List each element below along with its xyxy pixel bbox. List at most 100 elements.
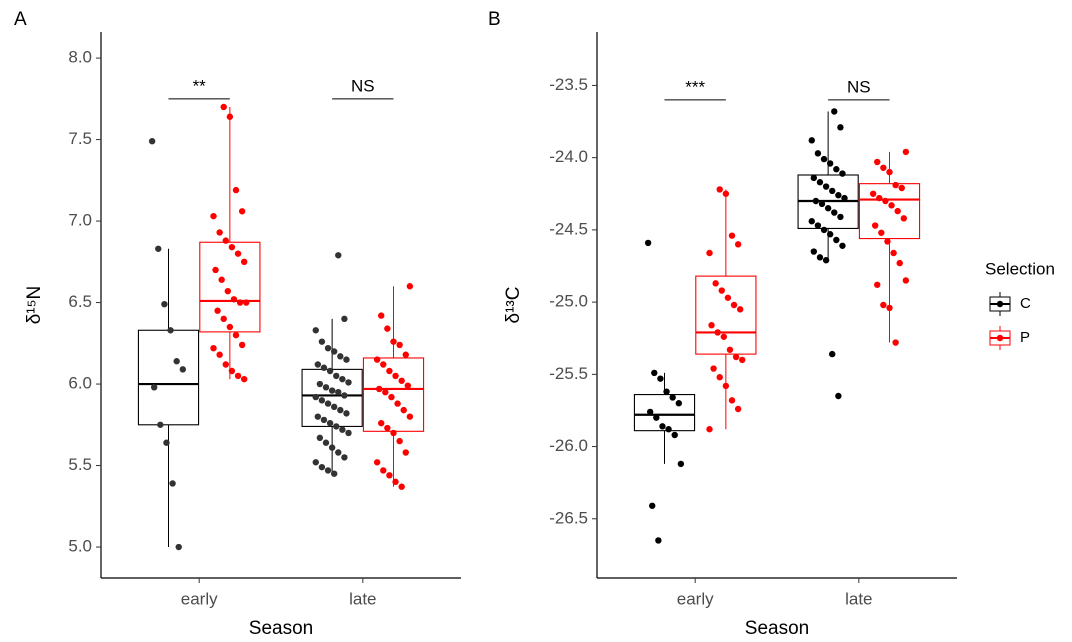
point — [659, 423, 666, 430]
point — [841, 194, 848, 202]
point — [671, 431, 678, 439]
significance-label: NS — [351, 76, 375, 95]
panel-tag: A — [14, 9, 27, 30]
point — [378, 419, 385, 427]
point — [384, 325, 391, 332]
point — [318, 338, 326, 345]
point — [663, 388, 670, 395]
point — [216, 351, 223, 358]
point — [312, 393, 319, 401]
point — [316, 434, 324, 442]
point — [657, 375, 664, 382]
point — [148, 138, 156, 145]
point — [339, 375, 346, 383]
point — [826, 231, 834, 238]
point — [884, 238, 891, 245]
point — [328, 387, 336, 394]
point — [816, 254, 824, 261]
point — [892, 181, 899, 189]
point — [810, 248, 818, 255]
y-tick-label: -23.5 — [549, 75, 588, 94]
point — [706, 249, 713, 257]
point — [902, 277, 910, 284]
y-tick-label: 5.5 — [68, 455, 92, 474]
point — [394, 400, 401, 407]
point — [335, 449, 342, 456]
point — [880, 301, 887, 309]
point — [398, 377, 405, 384]
point — [380, 467, 387, 474]
point — [216, 229, 223, 236]
y-tick-label: 7.0 — [68, 211, 92, 230]
point — [829, 350, 836, 358]
point — [324, 344, 332, 352]
point — [157, 421, 164, 428]
x-axis-title: Season — [745, 618, 809, 639]
point — [728, 232, 736, 239]
point — [326, 419, 334, 427]
point — [898, 184, 905, 192]
point — [653, 414, 660, 421]
point — [396, 341, 403, 349]
point — [228, 367, 236, 375]
box — [199, 241, 261, 333]
point — [220, 103, 227, 111]
significance-label: NS — [847, 77, 871, 96]
box — [137, 329, 200, 426]
point — [314, 361, 322, 368]
y-tick-label: -25.5 — [549, 364, 588, 383]
point — [243, 299, 250, 306]
point — [812, 197, 820, 205]
point — [728, 397, 736, 404]
legend-title: Selection — [985, 259, 1055, 278]
point — [222, 237, 229, 244]
point — [824, 205, 832, 212]
y-axis-title: δ¹⁵N — [24, 286, 45, 325]
point — [226, 113, 234, 120]
point — [380, 361, 387, 368]
point — [734, 241, 742, 248]
point — [716, 186, 723, 193]
point — [655, 537, 662, 544]
point — [392, 478, 399, 486]
point — [839, 170, 846, 177]
box — [633, 394, 696, 432]
point — [373, 459, 381, 466]
point — [386, 367, 393, 375]
x-tick-label: early — [677, 589, 714, 608]
point — [818, 200, 826, 208]
point — [835, 192, 842, 199]
point — [829, 187, 836, 195]
point — [400, 406, 407, 414]
point — [874, 158, 881, 166]
point — [343, 410, 350, 417]
y-tick-label: 6.0 — [68, 374, 92, 393]
point — [335, 252, 342, 259]
point — [739, 356, 746, 364]
point — [240, 375, 248, 383]
point — [886, 304, 893, 312]
point — [820, 226, 828, 234]
y-axis-title: δ¹³C — [503, 287, 524, 324]
point — [734, 405, 742, 413]
legend-key-point — [996, 334, 1004, 342]
point — [384, 424, 391, 432]
point — [675, 400, 683, 407]
point — [324, 467, 332, 474]
point — [345, 379, 352, 386]
point — [649, 502, 656, 509]
point — [375, 385, 383, 393]
point — [876, 194, 883, 202]
point — [167, 327, 174, 334]
point — [382, 388, 389, 396]
point — [880, 164, 887, 171]
point — [831, 209, 838, 216]
point — [220, 315, 227, 323]
point — [651, 369, 658, 377]
significance-label: *** — [685, 77, 705, 96]
point — [222, 361, 229, 368]
point — [312, 459, 319, 466]
point — [320, 364, 328, 371]
point — [210, 344, 217, 352]
